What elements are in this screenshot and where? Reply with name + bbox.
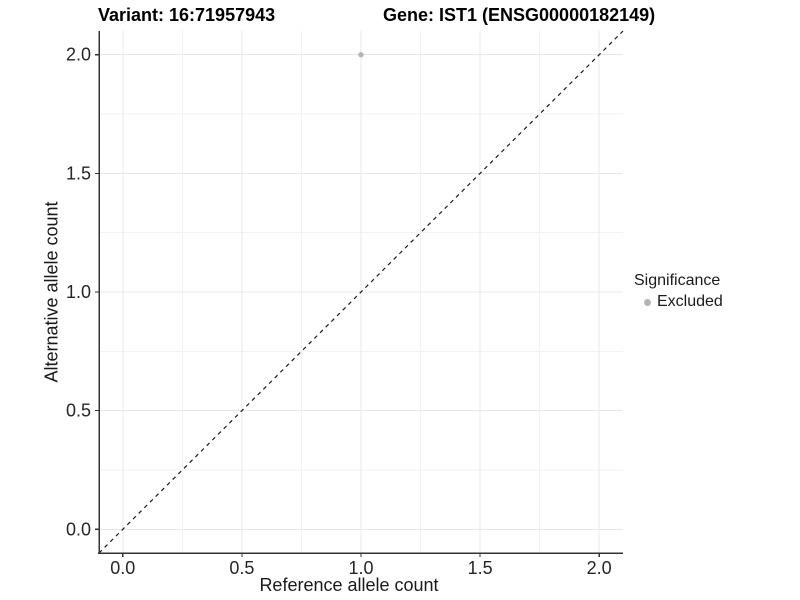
x-tick-label: 1.5: [468, 558, 493, 578]
legend-point-icon: [644, 298, 651, 306]
plot-title-gene: Gene: IST1 (ENSG00000182149): [383, 5, 656, 25]
x-tick-label: 0.0: [110, 558, 135, 578]
y-axis-title: Alternative allele count: [41, 201, 62, 383]
y-tick-label: 1.5: [66, 163, 91, 183]
x-tick-label: 2.0: [587, 558, 612, 578]
x-tick-label: 1.0: [348, 558, 373, 578]
y-tick-label: 0.5: [66, 401, 91, 421]
legend: Significance Excluded: [634, 271, 723, 311]
y-tick-label: 2.0: [66, 45, 91, 65]
x-tick-label: 0.5: [229, 558, 254, 578]
plot-title-variant: Variant: 16:71957943: [98, 5, 276, 25]
x-axis-title: Reference allele count: [259, 575, 439, 595]
legend-title: Significance: [634, 272, 721, 289]
data-point: [358, 52, 364, 58]
legend-entry-label: Excluded: [657, 293, 723, 310]
y-tick-label: 0.0: [66, 519, 91, 539]
y-tick-label: 1.0: [66, 282, 91, 302]
identity-dashed-line: [98, 30, 624, 554]
legend-entry-excluded: Excluded: [634, 293, 723, 311]
